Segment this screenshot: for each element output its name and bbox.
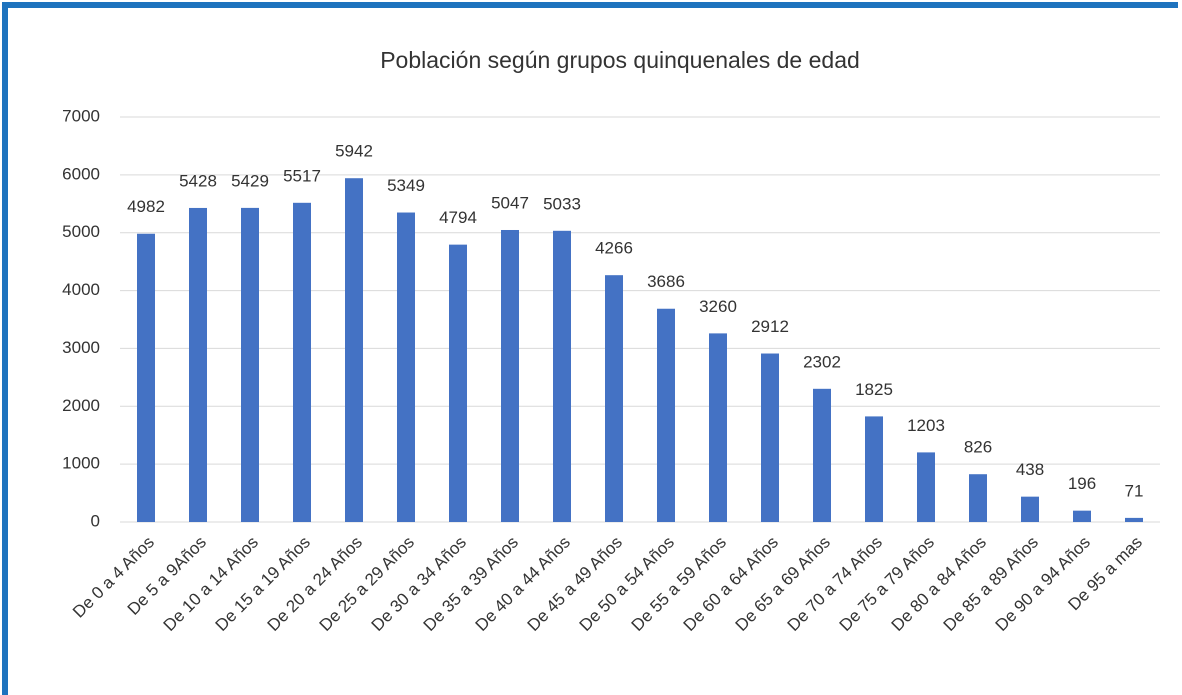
bar [501, 229, 519, 522]
x-tick-label: De 45 a 49 Años [524, 533, 626, 635]
bar [865, 416, 883, 522]
bar [1073, 510, 1091, 522]
y-tick-label: 1000 [62, 454, 100, 473]
x-tick-label: De 60 a 64 Años [680, 533, 782, 635]
x-tick-label: De 15 a 19 Años [212, 533, 314, 635]
y-tick-label: 4000 [62, 280, 100, 299]
bar [397, 212, 415, 522]
data-label: 3686 [647, 272, 685, 291]
data-label: 196 [1068, 474, 1096, 493]
y-tick-label: 7000 [62, 106, 100, 125]
bar [137, 233, 155, 522]
x-tick-label: De 65 a 69 Años [732, 533, 834, 635]
data-label: 5428 [179, 171, 217, 190]
data-label: 5047 [491, 193, 529, 212]
x-tick-label: De 75 a 79 Años [836, 533, 938, 635]
x-tick-label: De 40 a 44 Años [472, 533, 574, 635]
data-label: 5942 [335, 142, 373, 161]
bar [449, 244, 467, 522]
data-label: 5517 [283, 166, 321, 185]
y-tick-label: 3000 [62, 338, 100, 357]
bar [1021, 496, 1039, 522]
y-tick-label: 6000 [62, 164, 100, 183]
x-tick-label: De 35 a 39 Años [420, 533, 522, 635]
x-tick-label: De 50 a 54 Años [576, 533, 678, 635]
x-tick-label: De 10 a 14 Años [160, 533, 262, 635]
bar [709, 333, 727, 522]
y-tick-label: 5000 [62, 222, 100, 241]
data-label: 5349 [387, 176, 425, 195]
data-label: 5429 [231, 171, 269, 190]
bar [813, 388, 831, 522]
data-label: 4794 [439, 208, 477, 227]
bar [345, 178, 363, 522]
x-tick-label: De 80 a 84 Años [888, 533, 990, 635]
x-tick-label: De 30 a 34 Años [368, 533, 470, 635]
bar [293, 202, 311, 523]
bar [241, 207, 259, 523]
bar [1125, 517, 1143, 522]
bar [553, 230, 571, 522]
data-label: 4982 [127, 197, 165, 216]
x-tick-label: De 25 a 29 Años [316, 533, 418, 635]
data-label: 2302 [803, 352, 841, 371]
bar [761, 353, 779, 522]
data-label: 1203 [907, 416, 945, 435]
bar [189, 207, 207, 523]
x-tick-label: De 55 a 59 Años [628, 533, 730, 635]
chart-title: Población según grupos quinquenales de e… [380, 47, 860, 73]
data-label: 5033 [543, 194, 581, 213]
data-label: 826 [964, 438, 992, 457]
data-label: 4266 [595, 239, 633, 258]
y-tick-label: 0 [91, 511, 100, 530]
bar [605, 275, 623, 522]
data-label: 2912 [751, 317, 789, 336]
bar [969, 474, 987, 522]
x-tick-label: De 20 a 24 Años [264, 533, 366, 635]
data-label: 3260 [699, 297, 737, 316]
x-tick-label: De 90 a 94 Años [992, 533, 1094, 635]
bar [657, 308, 675, 522]
bar [917, 452, 935, 522]
y-tick-label: 2000 [62, 396, 100, 415]
x-tick-label: De 70 a 74 Años [784, 533, 886, 635]
data-label: 438 [1016, 460, 1044, 479]
data-label: 71 [1125, 481, 1144, 500]
x-tick-label: De 85 a 89 Años [940, 533, 1042, 635]
data-label: 1825 [855, 380, 893, 399]
